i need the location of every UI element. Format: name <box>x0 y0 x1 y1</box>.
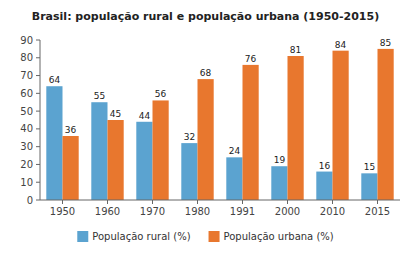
legend-swatch <box>77 231 88 242</box>
bar <box>378 49 394 200</box>
bar <box>108 120 124 200</box>
legend-item: População urbana (%) <box>209 231 334 242</box>
bar <box>226 157 242 200</box>
legend-label: População rural (%) <box>92 231 190 242</box>
data-label: 45 <box>110 109 121 119</box>
y-tick <box>36 146 40 147</box>
y-tick-label: 90 <box>20 35 33 46</box>
y-axis: 0 10 20 30 40 50 60 70 80 90 <box>20 35 40 206</box>
data-label: 84 <box>335 40 347 50</box>
legend-swatch <box>209 231 220 242</box>
bar <box>288 56 304 200</box>
title: Brasil: população rural e população urba… <box>32 10 379 23</box>
x-tick-label: 1950 <box>50 206 75 217</box>
x-tick-label: 1980 <box>185 206 210 217</box>
y-tick-label: 20 <box>20 159 33 170</box>
data-label: 19 <box>274 155 286 165</box>
y-tick <box>36 75 40 76</box>
data-label: 16 <box>319 161 331 171</box>
bar <box>63 136 79 200</box>
y-tick-label: 0 <box>27 195 33 206</box>
x-tick-label: 1991 <box>230 206 255 217</box>
x-tick <box>332 200 333 204</box>
y-tick <box>36 182 40 183</box>
x-tick <box>242 200 243 204</box>
data-label: 44 <box>139 111 151 121</box>
y-tick <box>36 40 40 41</box>
x-tick <box>62 200 63 204</box>
data-label: 36 <box>65 125 77 135</box>
legend-item: População rural (%) <box>77 231 190 242</box>
bar <box>198 79 214 200</box>
y-tick-label: 40 <box>20 123 33 134</box>
chart-container: Brasil: população rural e população urba… <box>0 0 411 262</box>
x-tick <box>377 200 378 204</box>
x-tick <box>152 200 153 204</box>
bar <box>46 86 62 200</box>
y-tick-label: 70 <box>20 70 33 81</box>
bar <box>361 173 377 200</box>
x-tick-label: 2010 <box>320 206 345 217</box>
bar <box>91 102 107 200</box>
y-tick <box>36 128 40 129</box>
data-label: 55 <box>94 91 105 101</box>
y-tick-label: 50 <box>20 106 33 117</box>
bar <box>153 100 169 200</box>
y-tick <box>36 57 40 58</box>
x-tick-label: 2000 <box>275 206 300 217</box>
x-tick-label: 1970 <box>140 206 165 217</box>
data-label: 64 <box>49 75 61 85</box>
bar <box>316 172 332 200</box>
y-tick-label: 30 <box>20 141 33 152</box>
y-tick <box>36 111 40 112</box>
y-tick <box>36 93 40 94</box>
data-label: 85 <box>380 38 391 48</box>
chart: Brasil: população rural e população urba… <box>0 0 411 262</box>
data-label: 32 <box>184 132 195 142</box>
y-tick <box>36 164 40 165</box>
x-tick-label: 2015 <box>365 206 390 217</box>
bars <box>46 49 393 200</box>
bar <box>181 143 197 200</box>
bar <box>243 65 259 200</box>
x-axis-line <box>40 200 400 201</box>
data-label: 15 <box>364 162 375 172</box>
y-tick <box>36 200 40 201</box>
data-label: 76 <box>245 54 257 64</box>
legend-label: População urbana (%) <box>224 231 334 242</box>
data-label: 81 <box>290 45 301 55</box>
y-tick-label: 10 <box>20 177 33 188</box>
x-axis: 1950 1960 1970 1980 1991 2000 2010 2015 <box>40 200 400 217</box>
x-tick <box>197 200 198 204</box>
x-tick-label: 1960 <box>95 206 120 217</box>
data-label: 24 <box>229 146 241 156</box>
data-label: 68 <box>200 68 212 78</box>
x-tick <box>287 200 288 204</box>
data-labels: 64 55 44 32 24 19 16 15 36 45 56 68 76 81 84 85 <box>49 38 392 172</box>
y-tick-label: 80 <box>20 52 33 63</box>
x-tick <box>107 200 108 204</box>
y-axis-line <box>40 40 41 200</box>
data-label: 56 <box>155 89 167 99</box>
bar <box>271 166 287 200</box>
bar <box>136 122 152 200</box>
legend: População rural (%) População urbana (%) <box>77 231 334 242</box>
bar <box>333 51 349 200</box>
y-tick-label: 60 <box>20 88 33 99</box>
